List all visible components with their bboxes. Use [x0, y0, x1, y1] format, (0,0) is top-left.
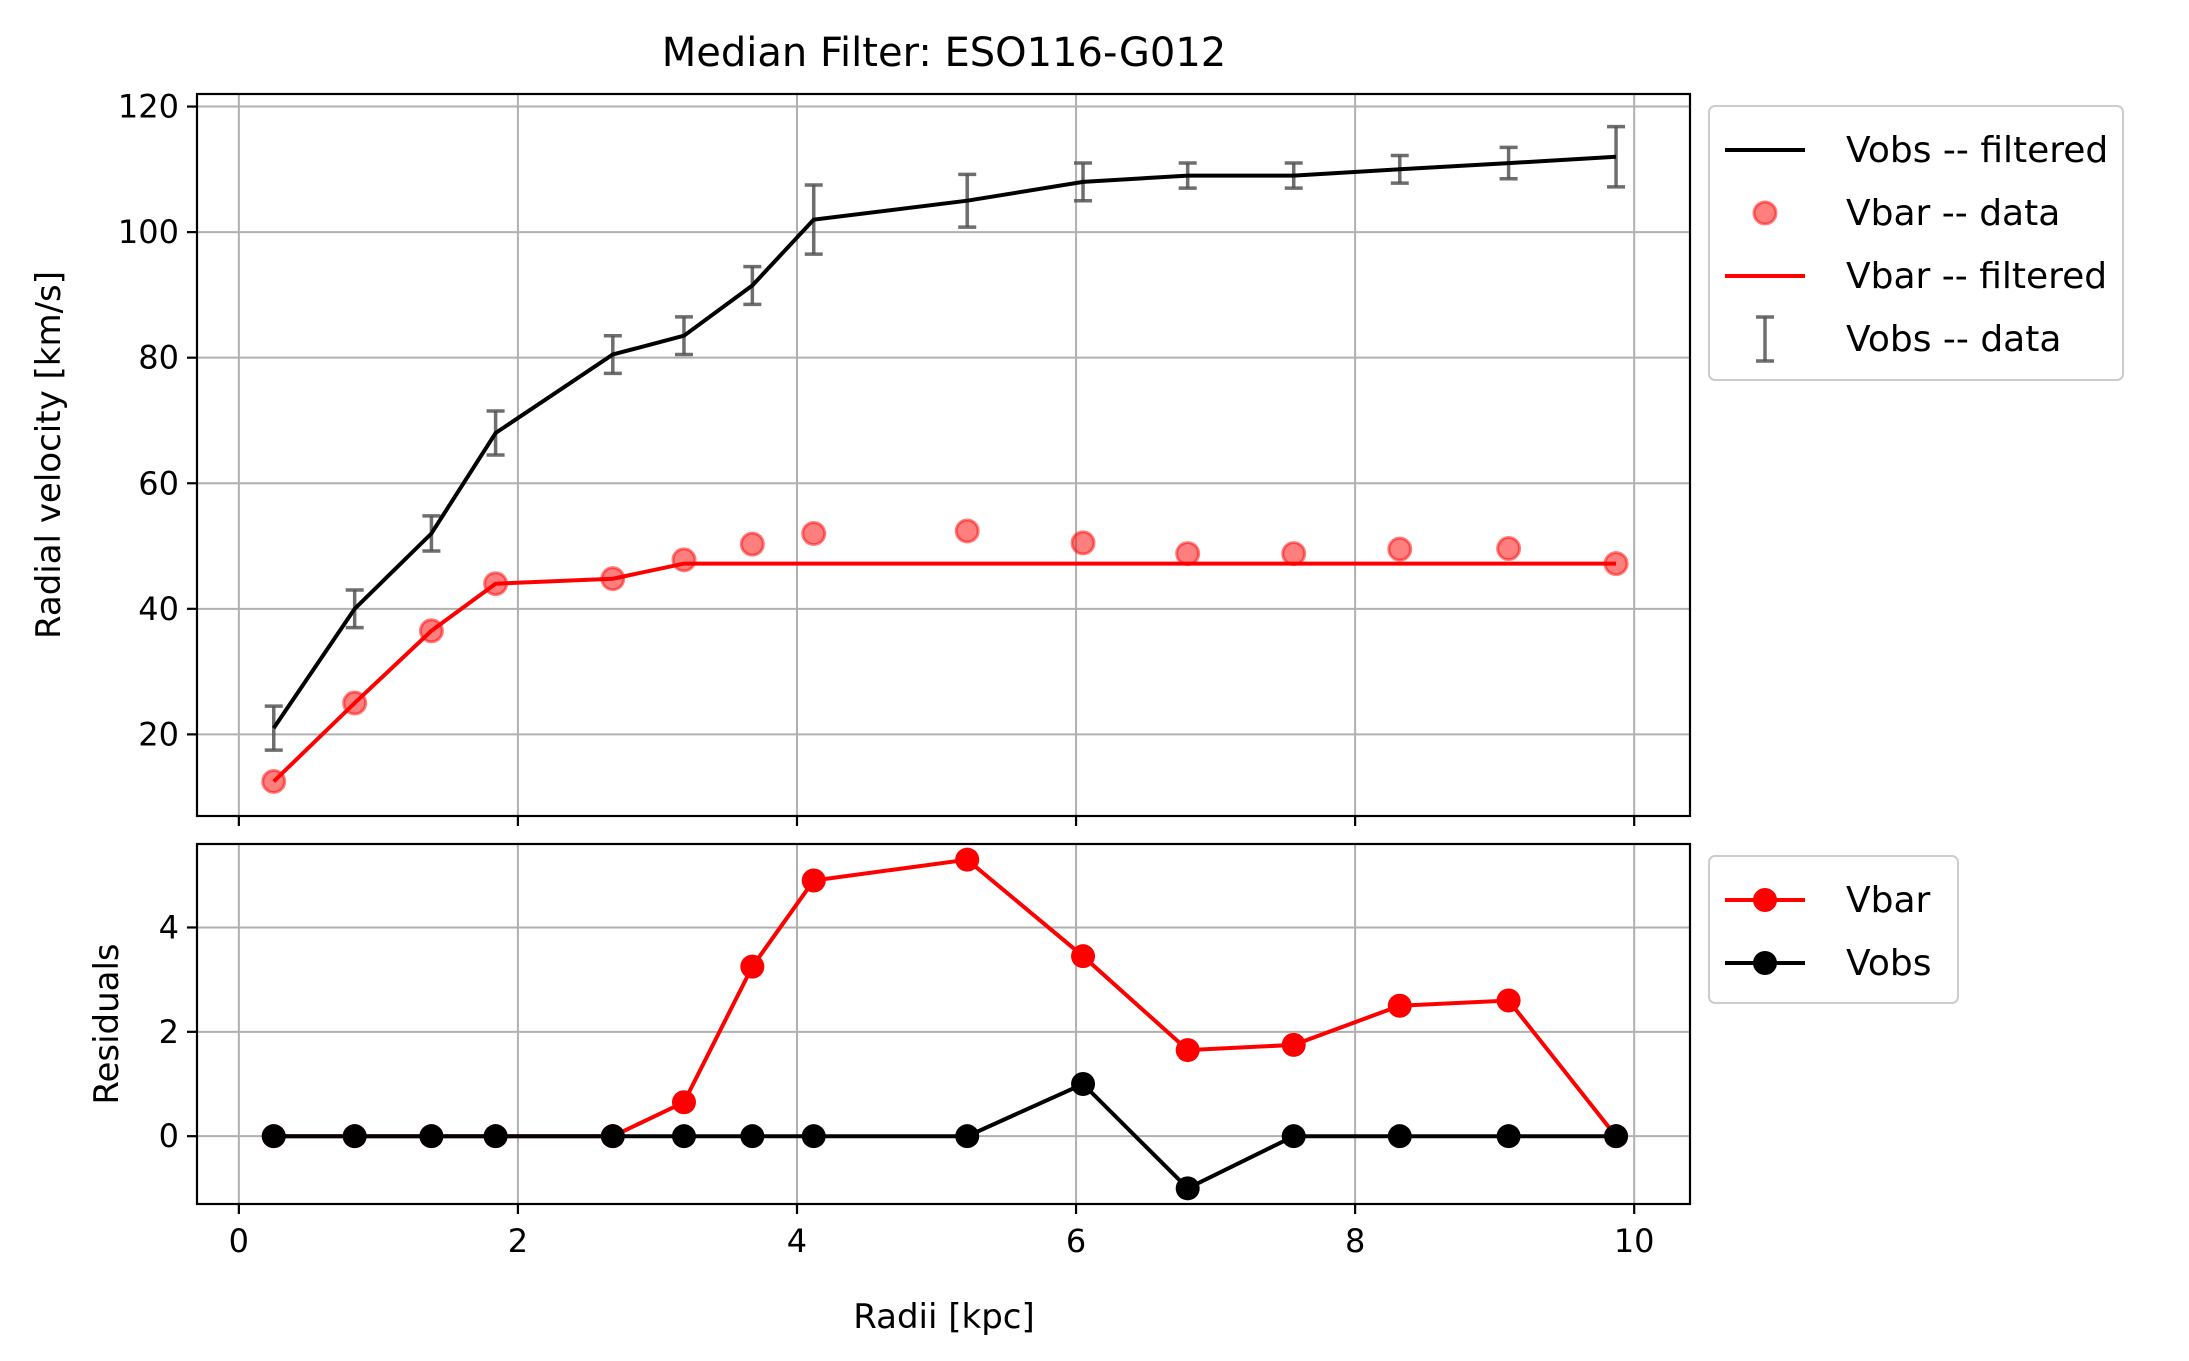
vobs-residual-point — [801, 1124, 826, 1149]
bottom-y-tick-label: 0 — [159, 1117, 179, 1155]
top-y-tick-label: 100 — [118, 213, 179, 251]
vbar-residual-point — [801, 868, 826, 893]
vobs-residual-point — [740, 1124, 765, 1149]
vobs-residual-point — [261, 1124, 286, 1149]
legend-marker-vbar — [1753, 888, 1777, 912]
vobs-residual-point — [1281, 1124, 1306, 1149]
vobs-residual-point — [955, 1124, 980, 1149]
x-tick-label: 4 — [787, 1222, 807, 1260]
legend-frame — [1708, 105, 2124, 381]
top-panel: 20 40 60 80 100 120 Radial velocity [km/s] — [29, 88, 1692, 826]
vbar-data-point — [954, 518, 980, 544]
x-tick-label: 8 — [1345, 1222, 1365, 1260]
vobs-residual-point — [671, 1124, 696, 1149]
legend-label: Vobs -- data — [1846, 319, 2061, 360]
vbar-data-point — [1387, 536, 1413, 562]
vobs-residual-point — [1175, 1176, 1200, 1201]
vobs-residual-point — [1604, 1124, 1629, 1149]
vobs-residual-line — [273, 1081, 1616, 1191]
legend-label: Vbar — [1846, 880, 1931, 921]
vobs-residual-point — [419, 1124, 444, 1149]
vbar-data-point — [1175, 541, 1201, 567]
vbar-data-point — [671, 547, 697, 573]
vobs-residual-point — [342, 1124, 367, 1149]
vobs-residual-point — [483, 1124, 508, 1149]
vbar-data-point — [418, 618, 444, 644]
vbar-filtered-line — [272, 561, 1616, 783]
vbar-data-point — [600, 566, 626, 592]
top-y-tick-label: 20 — [138, 715, 179, 753]
top-series — [261, 124, 1629, 794]
vbar-data-point — [1496, 536, 1522, 562]
bottom-panel: 0 2 4 6 8 10 0 2 4 Residuals Radii [kpc] — [87, 842, 1692, 1337]
vbar-data-point — [739, 531, 765, 557]
x-tick-label: 10 — [1614, 1222, 1655, 1260]
legend-label: Vobs -- filtered — [1846, 130, 2108, 171]
vbar-residual-point — [1496, 988, 1521, 1013]
bottom-ticks: 0 2 4 6 8 10 0 2 4 — [159, 908, 1655, 1260]
top-y-tick-label: 80 — [138, 339, 179, 377]
vobs-residual-point — [1071, 1072, 1096, 1096]
bottom-y-tick-label: 2 — [159, 1013, 179, 1051]
vbar-residual-point — [1281, 1032, 1306, 1057]
top-grid — [197, 94, 1690, 816]
vbar-residual-point — [740, 954, 765, 979]
x-tick-label: 0 — [229, 1222, 249, 1260]
legend-marker-vobs — [1753, 951, 1777, 975]
bottom-legend: Vbar Vobs — [1708, 855, 1959, 1004]
vbar-residual-point — [1387, 993, 1412, 1018]
bottom-plot-frame — [195, 842, 1692, 1206]
vbar-data-point — [801, 520, 827, 546]
vobs-residual-point — [600, 1124, 625, 1149]
vbar-residual-point — [955, 847, 980, 872]
top-plot-frame — [195, 92, 1692, 818]
vbar-residual-point — [1175, 1038, 1200, 1063]
chart-title: Median Filter: ESO116-G012 — [662, 30, 1227, 76]
vbar-residual-point — [1071, 944, 1096, 969]
vobs-filtered-line — [272, 154, 1617, 730]
top-y-tick-label: 40 — [138, 590, 179, 628]
top-y-tick-label: 120 — [118, 88, 179, 126]
top-legend: Vobs -- filtered Vbar -- data Vbar -- filt… — [1708, 105, 2124, 381]
vbar-residual-point — [671, 1090, 696, 1115]
legend-label: Vbar -- filtered — [1846, 256, 2107, 297]
top-y-tick-label: 60 — [138, 464, 179, 502]
x-tick-label: 6 — [1066, 1222, 1086, 1260]
bottom-y-tick-label: 4 — [159, 908, 179, 946]
vbar-data-point — [483, 571, 509, 597]
vbar-data-point — [1070, 530, 1096, 556]
legend-handle-vobs-data — [1756, 315, 1774, 363]
vobs-errorbar — [1607, 124, 1626, 189]
vobs-residual-point — [1387, 1124, 1412, 1149]
legend-handle-vbar-data — [1752, 200, 1778, 226]
top-ticks: 20 40 60 80 100 120 — [118, 88, 1636, 826]
top-y-axis-label: Radial velocity [km/s] — [29, 271, 69, 639]
vbar-data-point — [1603, 551, 1629, 577]
vbar-residual-line — [273, 857, 1618, 1139]
bottom-series — [261, 847, 1629, 1201]
bottom-y-axis-label: Residuals — [87, 943, 127, 1104]
vobs-residual-point — [1496, 1124, 1521, 1149]
legend-label: Vbar -- data — [1846, 193, 2060, 234]
vbar-data-point — [1281, 541, 1307, 567]
x-axis-label: Radii [kpc] — [853, 1297, 1035, 1337]
x-tick-label: 2 — [508, 1222, 528, 1260]
vbar-data-point — [261, 768, 287, 794]
bottom-grid — [197, 844, 1690, 1204]
legend-label: Vobs — [1846, 943, 1931, 984]
vbar-data-point — [342, 690, 368, 716]
